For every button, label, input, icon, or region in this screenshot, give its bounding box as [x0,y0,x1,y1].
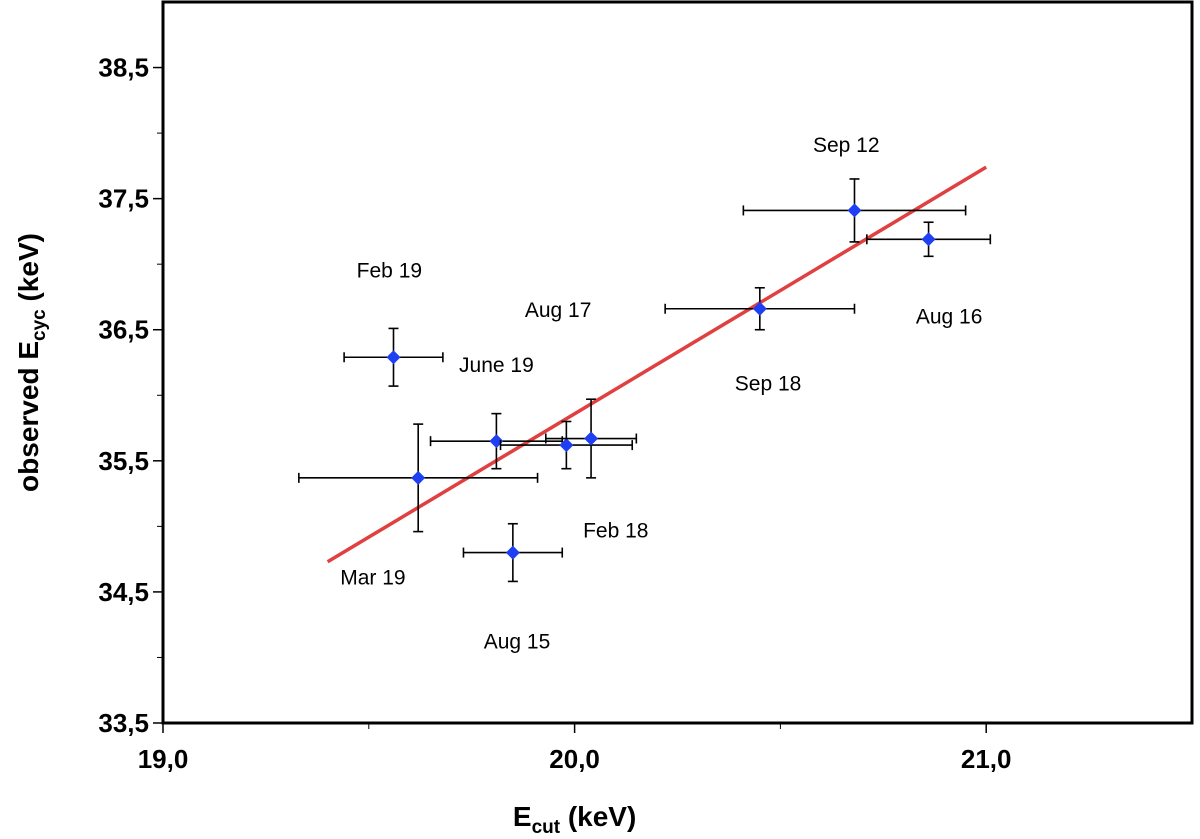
point-date-label: Aug 15 [484,631,551,654]
data-point [544,398,638,479]
diamond-marker [505,545,520,560]
y-axis-title: observed Ecyc (keV) [13,233,50,492]
linear-fit-line [326,165,988,564]
y-tick-label: 36,5 [98,315,149,345]
diamond-marker [411,470,426,485]
plot-frame [161,0,1194,725]
point-date-label: Mar 19 [340,566,405,589]
x-axis-title: Ecut (keV) [513,801,636,838]
y-tick-label: 35,5 [98,446,149,476]
data-point [499,420,634,470]
point-date-label: Aug 16 [916,306,983,329]
data-point [429,412,564,470]
data-point [462,522,564,583]
point-date-label: Aug 17 [525,299,592,322]
diamond-marker [752,301,767,316]
x-tick-label: 21,0 [961,744,1012,774]
point-date-label: June 19 [459,354,534,377]
y-tick-label: 38,5 [98,53,149,83]
data-point [742,178,967,243]
y-tick-label: 33,5 [98,708,149,738]
point-date-label: Sep 18 [735,372,802,395]
plot-area: 33,5 34,5 35,5 36,5 37,5 38,5 19,0 20,0 21,0 Ecut… [13,0,1194,838]
diamond-marker [584,431,599,446]
data-point [298,423,539,533]
x-tick-label: 19,0 [138,744,189,774]
data-point [664,286,856,331]
point-date-label: Sep 12 [813,134,880,157]
diamond-marker [921,232,936,247]
diamond-marker [386,350,401,365]
data-point [866,221,992,258]
y-tick-label: 37,5 [98,184,149,214]
diamond-marker [559,438,574,453]
data-point [343,327,444,387]
y-tick-label: 34,5 [98,577,149,607]
point-date-label: Feb 19 [357,260,422,283]
x-tick-label: 20,0 [549,744,600,774]
diamond-marker [847,203,862,218]
point-date-label: Feb 18 [583,519,648,542]
